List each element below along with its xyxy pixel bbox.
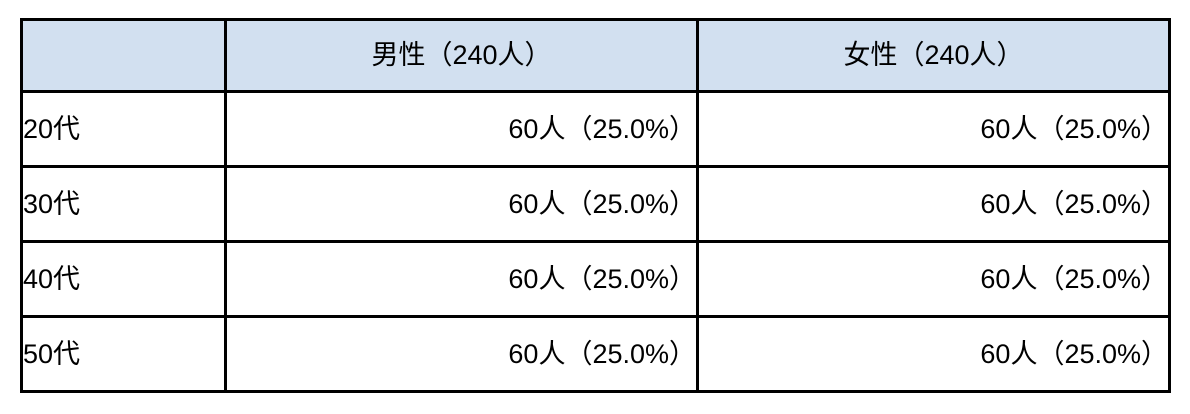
table-row: 30代 60人（25.0%） 60人（25.0%） bbox=[20, 165, 1171, 243]
table-row: 50代 60人（25.0%） 60人（25.0%） bbox=[20, 315, 1171, 393]
header-cell-corner bbox=[20, 18, 227, 93]
age-gender-distribution-table: 男性（240人） 女性（240人） 20代 60人（25.0%） 60人（25.… bbox=[20, 18, 1171, 393]
table-header: 男性（240人） 女性（240人） bbox=[20, 18, 1171, 93]
cell-female-count: 60人（25.0%） bbox=[696, 240, 1171, 318]
cell-age-group: 40代 bbox=[20, 240, 227, 318]
table-row: 40代 60人（25.0%） 60人（25.0%） bbox=[20, 240, 1171, 318]
survey-table-container: 男性（240人） 女性（240人） 20代 60人（25.0%） 60人（25.… bbox=[20, 18, 1171, 393]
cell-male-count: 60人（25.0%） bbox=[224, 165, 699, 243]
header-cell-male: 男性（240人） bbox=[224, 18, 699, 93]
cell-age-group: 30代 bbox=[20, 165, 227, 243]
header-cell-female: 女性（240人） bbox=[696, 18, 1171, 93]
cell-age-group: 50代 bbox=[20, 315, 227, 393]
cell-female-count: 60人（25.0%） bbox=[696, 165, 1171, 243]
table-header-row: 男性（240人） 女性（240人） bbox=[20, 18, 1171, 93]
cell-male-count: 60人（25.0%） bbox=[224, 90, 699, 168]
cell-female-count: 60人（25.0%） bbox=[696, 315, 1171, 393]
cell-male-count: 60人（25.0%） bbox=[224, 315, 699, 393]
cell-male-count: 60人（25.0%） bbox=[224, 240, 699, 318]
table-row: 20代 60人（25.0%） 60人（25.0%） bbox=[20, 90, 1171, 168]
cell-female-count: 60人（25.0%） bbox=[696, 90, 1171, 168]
table-body: 20代 60人（25.0%） 60人（25.0%） 30代 60人（25.0%）… bbox=[20, 90, 1171, 393]
cell-age-group: 20代 bbox=[20, 90, 227, 168]
